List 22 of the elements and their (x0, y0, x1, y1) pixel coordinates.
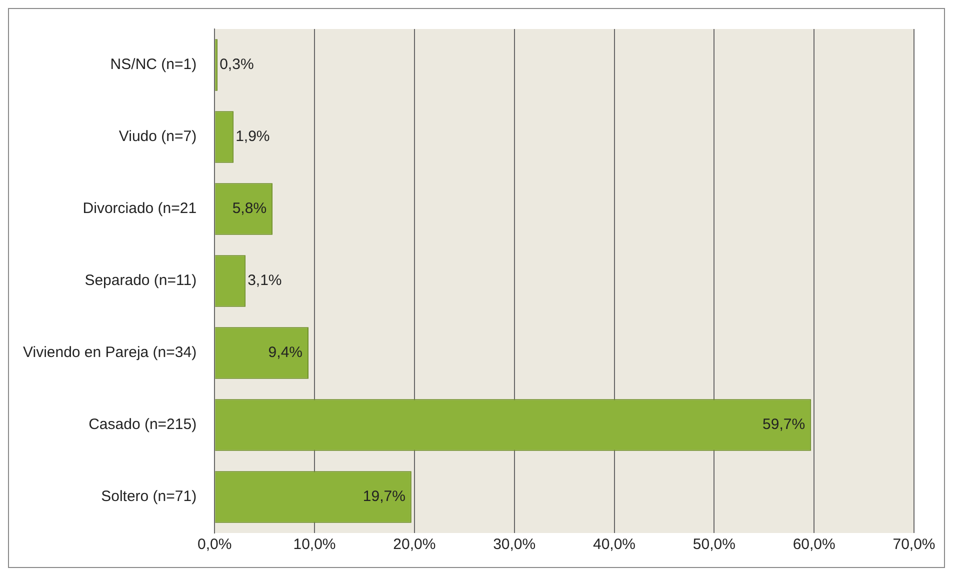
x-tick-label: 10,0% (293, 536, 336, 554)
y-tick-label: Divorciado (n=21 (82, 200, 197, 218)
data-label: 59,7% (762, 416, 806, 434)
data-label: 19,7% (362, 488, 406, 506)
data-label: 1,9% (236, 128, 270, 146)
y-tick-label: Viudo (n=7) (118, 128, 197, 146)
x-tick-label: 40,0% (592, 536, 636, 554)
x-tick-label: 70,0% (892, 536, 936, 554)
y-tick-label: Casado (n=215) (88, 416, 197, 434)
data-label: 0,3% (220, 56, 254, 74)
x-tick-label: 20,0% (393, 536, 436, 554)
y-tick-label: Separado (n=11) (84, 272, 197, 290)
data-label: 5,8% (232, 200, 267, 218)
x-tick-label: 30,0% (493, 536, 536, 554)
data-label: 9,4% (268, 344, 303, 362)
y-tick-label: NS/NC (n=1) (110, 56, 197, 74)
x-tick-label: 0,0% (197, 536, 232, 554)
y-tick-label: Soltero (n=71) (101, 488, 197, 506)
data-label: 3,1% (248, 272, 282, 290)
y-tick-label: Viviendo en Pareja (n=34) (23, 344, 197, 362)
x-tick-label: 50,0% (692, 536, 736, 554)
x-tick-label: 60,0% (792, 536, 836, 554)
